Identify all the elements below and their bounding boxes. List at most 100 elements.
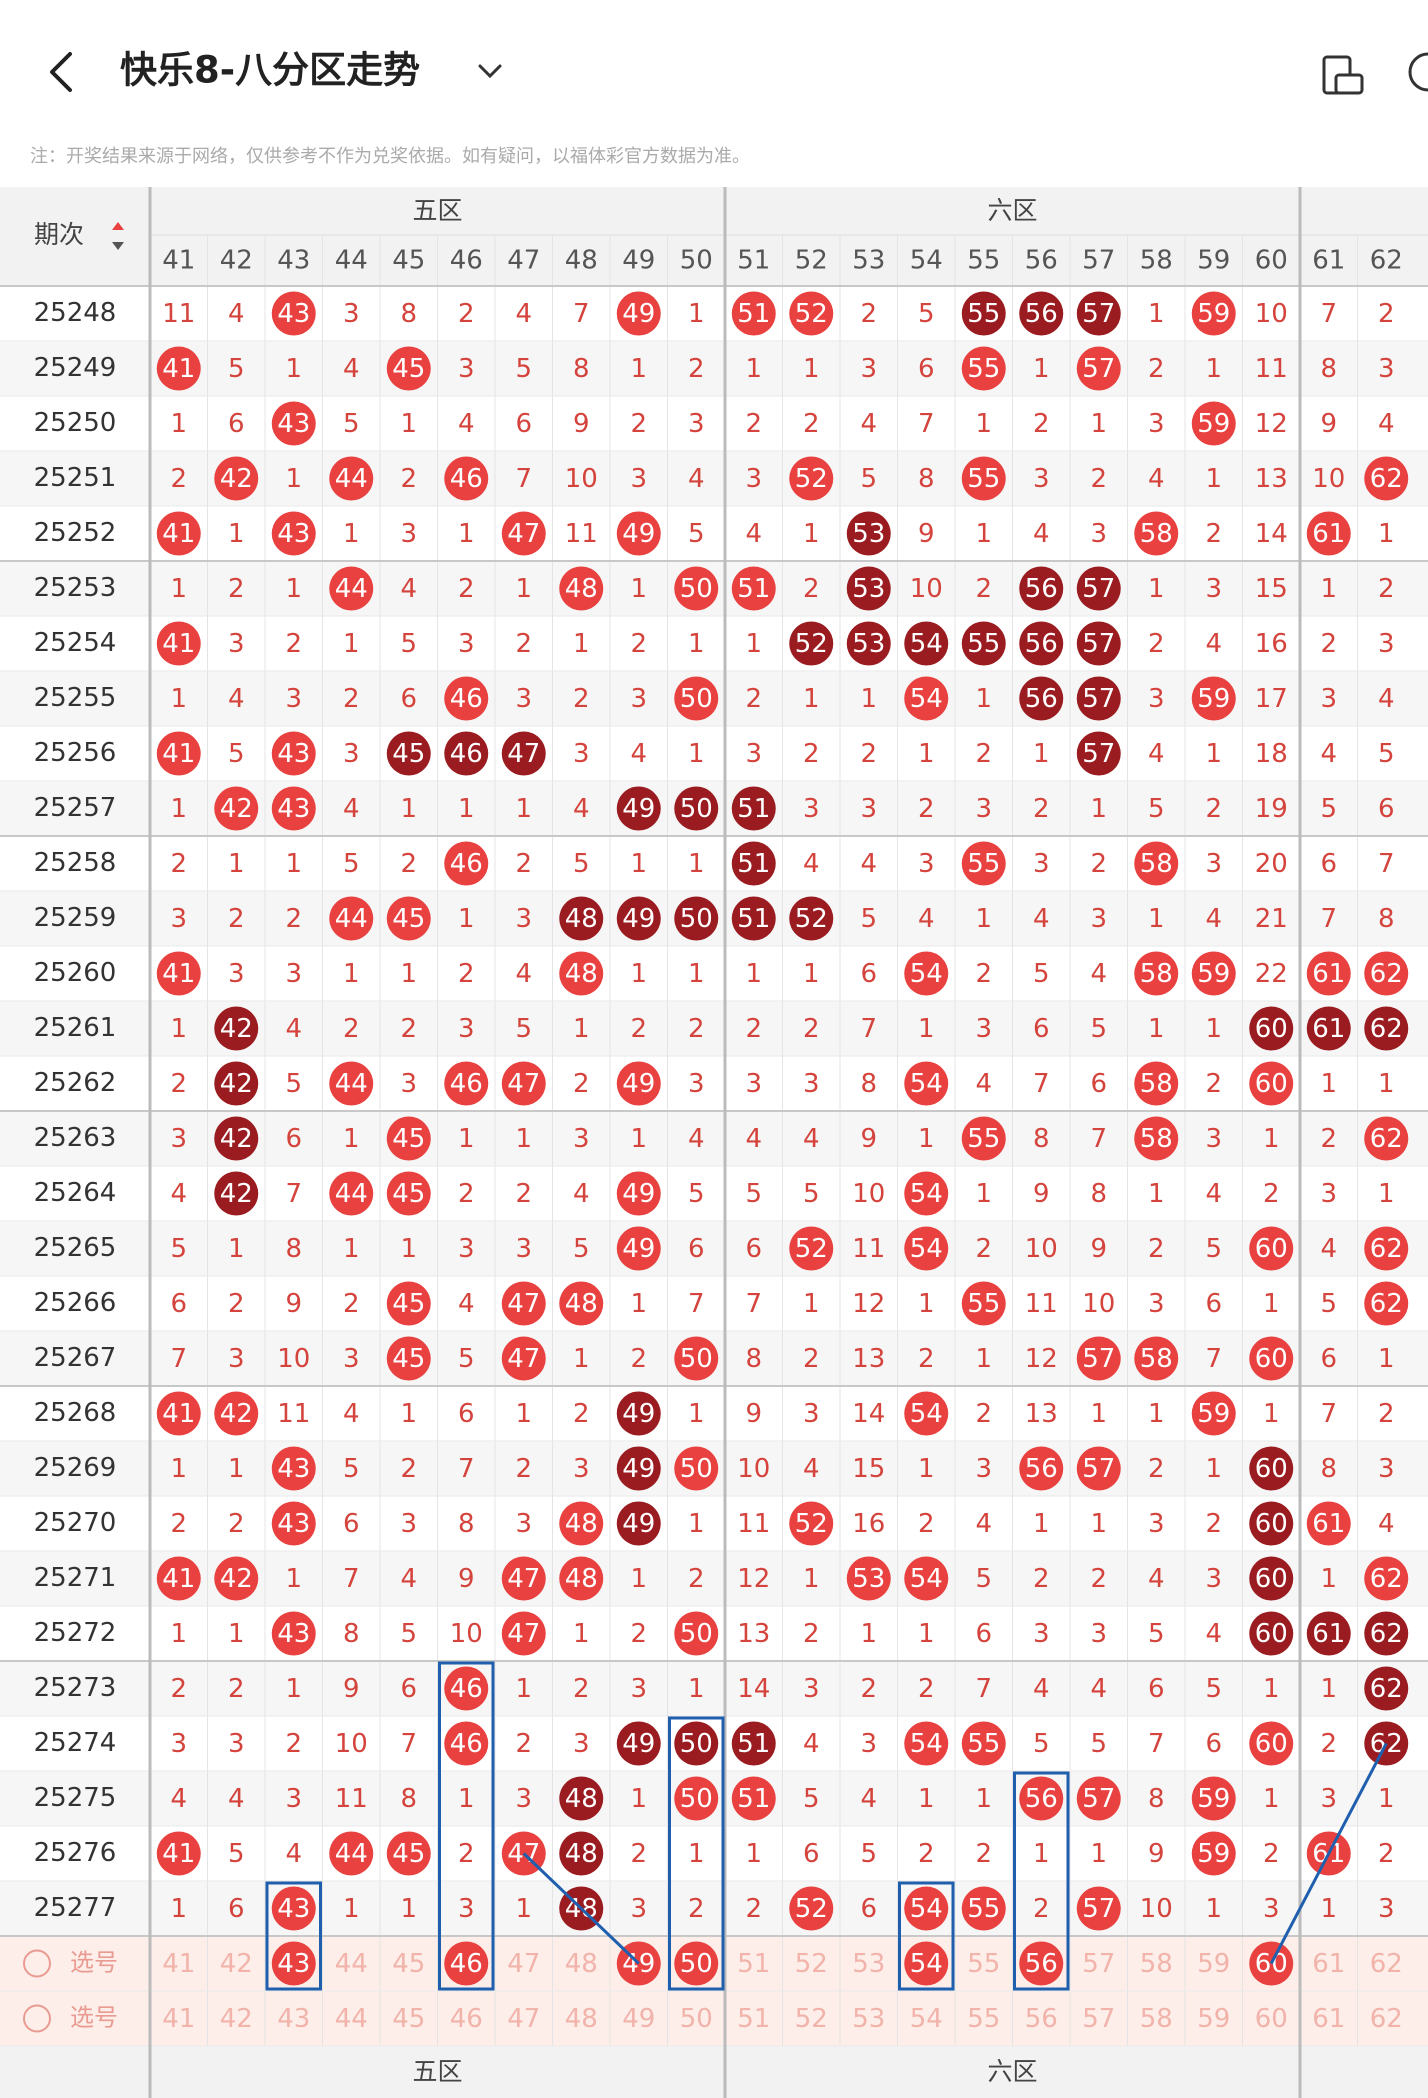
- cell-number: 5: [343, 409, 360, 439]
- select-number[interactable]: 46: [450, 2004, 483, 2034]
- number-ball: [1134, 1061, 1179, 1106]
- select-number[interactable]: 52: [795, 1949, 828, 1979]
- select-number[interactable]: 48: [565, 1949, 598, 1979]
- select-number[interactable]: 54: [910, 1949, 943, 1979]
- select-number[interactable]: 61: [1312, 1949, 1345, 1979]
- select-number[interactable]: 50: [680, 2004, 713, 2034]
- select-number[interactable]: 54: [910, 2004, 943, 2034]
- number-ball: [501, 1061, 546, 1106]
- number-ball: [444, 841, 489, 886]
- select-number[interactable]: 45: [392, 1949, 425, 1979]
- select-number[interactable]: 45: [392, 2004, 425, 2034]
- cell-number: 61: [1312, 1509, 1345, 1539]
- select-number[interactable]: 62: [1370, 2004, 1403, 2034]
- cell-number: 1: [285, 574, 302, 604]
- cell-number: 2: [515, 1729, 532, 1759]
- cell-number: 45: [392, 904, 425, 934]
- select-label[interactable]: 选号: [70, 2004, 118, 2032]
- back-button[interactable]: [50, 52, 72, 92]
- select-number[interactable]: 61: [1312, 2004, 1345, 2034]
- select-label[interactable]: 选号: [70, 1949, 118, 1977]
- number-ball: [731, 566, 776, 611]
- select-number[interactable]: 41: [162, 2004, 195, 2034]
- number-ball: [271, 786, 316, 831]
- select-number[interactable]: 42: [220, 1949, 253, 1979]
- select-number[interactable]: 50: [680, 1949, 713, 1979]
- cell-number: 59: [1197, 1839, 1230, 1869]
- select-number[interactable]: 42: [220, 2004, 253, 2034]
- select-number[interactable]: 57: [1082, 2004, 1115, 2034]
- select-number[interactable]: 60: [1255, 2004, 1288, 2034]
- number-ball: [271, 401, 316, 446]
- select-toggle[interactable]: [23, 2004, 51, 2033]
- page-title[interactable]: 快乐8-八分区走势: [120, 49, 420, 92]
- select-number[interactable]: 46: [450, 1949, 483, 1979]
- cell-number: 53: [852, 574, 885, 604]
- select-toggle[interactable]: [23, 1949, 51, 1978]
- cell-number: 3: [745, 739, 762, 769]
- select-number[interactable]: 49: [622, 2004, 655, 2034]
- cell-number: 1: [1205, 1894, 1222, 1924]
- rotate-icon[interactable]: [1322, 55, 1364, 95]
- cell-number: 43: [277, 1509, 310, 1539]
- select-number[interactable]: 53: [852, 1949, 885, 1979]
- select-number[interactable]: 44: [335, 1949, 368, 1979]
- cell-number: 5: [1205, 1234, 1222, 1264]
- cell-number: 1: [458, 1784, 475, 1814]
- title-dropdown[interactable]: [478, 64, 502, 79]
- cell-number: 2: [1378, 299, 1395, 329]
- cell-number: 2: [458, 959, 475, 989]
- cell-number: 15: [1255, 574, 1288, 604]
- number-ball: [1191, 1831, 1236, 1876]
- select-number[interactable]: 59: [1197, 2004, 1230, 2034]
- select-number[interactable]: 62: [1370, 1949, 1403, 1979]
- cell-number: 1: [1263, 1674, 1280, 1704]
- select-number[interactable]: 44: [335, 2004, 368, 2034]
- cell-number: 1: [688, 739, 705, 769]
- select-number[interactable]: 52: [795, 2004, 828, 2034]
- select-number[interactable]: 47: [507, 1949, 540, 1979]
- cell-number: 4: [803, 1454, 820, 1484]
- select-number[interactable]: 59: [1197, 1949, 1230, 1979]
- select-number[interactable]: 43: [277, 2004, 310, 2034]
- cell-number: 2: [1090, 1564, 1107, 1594]
- cell-number: 4: [1378, 1509, 1395, 1539]
- cell-number: 5: [228, 354, 245, 384]
- select-number[interactable]: 48: [565, 2004, 598, 2034]
- number-ball: [1191, 1776, 1236, 1821]
- cell-number: 62: [1370, 1564, 1403, 1594]
- number-ball: [1019, 1776, 1064, 1821]
- cell-number: 3: [228, 959, 245, 989]
- cell-number: 2: [745, 684, 762, 714]
- select-number[interactable]: 43: [277, 1949, 310, 1979]
- cell-number: 2: [458, 1179, 475, 1209]
- select-number[interactable]: 56: [1025, 2004, 1058, 2034]
- select-number[interactable]: 55: [967, 2004, 1000, 2034]
- cell-number: 10: [335, 1729, 368, 1759]
- issue-number: 25263: [34, 1123, 117, 1153]
- select-number[interactable]: 55: [967, 1949, 1000, 1979]
- select-number[interactable]: 41: [162, 1949, 195, 1979]
- select-number[interactable]: 58: [1140, 1949, 1173, 1979]
- cell-number: 61: [1312, 519, 1345, 549]
- cell-number: 4: [228, 1784, 245, 1814]
- select-number[interactable]: 53: [852, 2004, 885, 2034]
- issue-number: 25269: [34, 1453, 117, 1483]
- cell-number: 2: [400, 1014, 417, 1044]
- select-number[interactable]: 47: [507, 2004, 540, 2034]
- number-ball: [1019, 291, 1064, 336]
- number-ball: [1076, 1776, 1121, 1821]
- cell-number: 1: [170, 1454, 187, 1484]
- cell-number: 5: [745, 1179, 762, 1209]
- select-number[interactable]: 51: [737, 1949, 770, 1979]
- select-number[interactable]: 57: [1082, 1949, 1115, 1979]
- number-ball: [904, 1226, 949, 1271]
- cell-number: 1: [688, 629, 705, 659]
- select-number[interactable]: 56: [1025, 1949, 1058, 1979]
- more-icon[interactable]: [1408, 52, 1428, 92]
- select-number[interactable]: 58: [1140, 2004, 1173, 2034]
- cell-number: 49: [622, 1234, 655, 1264]
- column-number: 49: [622, 246, 655, 276]
- select-number[interactable]: 51: [737, 2004, 770, 2034]
- select-number[interactable]: 60: [1255, 1949, 1288, 1979]
